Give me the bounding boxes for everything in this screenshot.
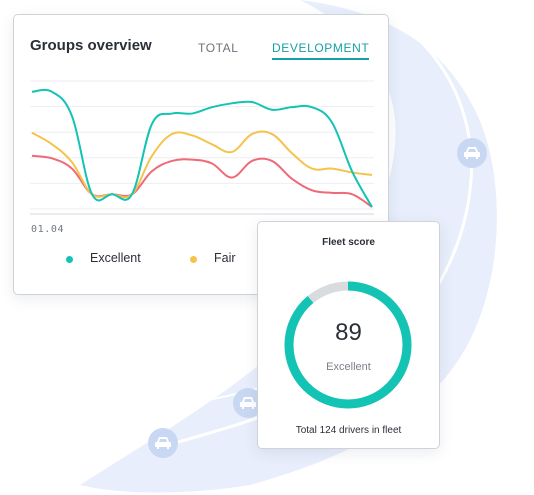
car-icon: [464, 147, 480, 159]
series-line: [31, 88, 373, 208]
legend-label: Fair: [214, 251, 236, 265]
gauge-progress-arc: [284, 281, 412, 409]
car-icon: [155, 437, 171, 449]
score-value: 89: [335, 319, 362, 346]
drivers-total-text: Total 124 drivers in fleet: [295, 425, 402, 436]
x-axis-tick-label: 01.04: [31, 224, 65, 235]
car-badge: [148, 428, 178, 458]
tab-development[interactable]: DEVELOPMENT: [272, 41, 370, 60]
tab-total[interactable]: TOTAL: [198, 41, 239, 55]
score-gauge: [284, 281, 412, 409]
legend-label: Excellent: [90, 251, 141, 265]
score-rating: Excellent: [326, 361, 371, 373]
car-icon: [240, 397, 256, 409]
fleet-score-card: Fleet score 89 Excellent Total 124 drive…: [257, 221, 440, 449]
legend-swatch: [66, 256, 73, 263]
line-chart: [30, 80, 374, 215]
legend-swatch: [190, 256, 197, 263]
fleet-score-title: Fleet score: [322, 237, 375, 248]
card-title: Groups overview: [30, 37, 152, 54]
car-badge: [457, 138, 487, 168]
